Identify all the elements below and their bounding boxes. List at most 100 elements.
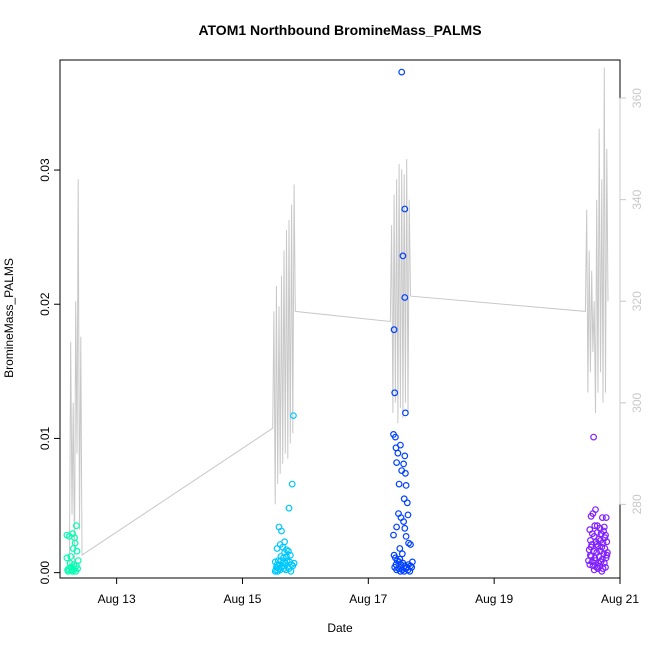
data-point	[283, 553, 290, 560]
data-point	[407, 541, 414, 548]
data-point	[392, 561, 400, 568]
data-point	[390, 326, 398, 334]
data-point	[402, 409, 409, 417]
data-point	[593, 529, 601, 536]
data-point	[290, 412, 297, 420]
plot-frame	[59, 59, 621, 579]
data-point	[587, 512, 595, 520]
x-tick-label: Aug 15	[223, 592, 261, 606]
data-point	[598, 567, 606, 575]
data-point	[73, 547, 81, 555]
data-point	[391, 389, 399, 397]
data-point	[285, 504, 293, 512]
data-point	[603, 551, 611, 559]
data-point	[408, 563, 416, 571]
data-point	[393, 523, 401, 531]
x-tick-label: Aug 17	[349, 592, 387, 606]
data-point	[398, 550, 406, 558]
data-point	[72, 522, 80, 530]
data-point	[592, 541, 600, 548]
data-point	[589, 562, 597, 570]
data-point	[286, 551, 294, 559]
data-point	[67, 553, 75, 560]
data-point	[591, 522, 599, 530]
data-point	[588, 541, 596, 548]
y-axis-label: BromineMass_PALMS	[2, 258, 16, 378]
y-tick-label: 0.02	[38, 292, 52, 316]
data-point	[390, 531, 397, 539]
data-point	[398, 68, 406, 76]
x-axis-label: Date	[327, 621, 353, 635]
data-point	[273, 561, 281, 568]
y2-tick-label: 360	[630, 88, 644, 108]
data-point	[590, 566, 598, 574]
y2-tick-label: 300	[630, 392, 644, 412]
axes: 0.00 0.01 0.02 0.03 Aug 13 Aug 15 Aug 17 Aug 19…	[38, 59, 644, 606]
y2-tick-label: 280	[630, 494, 644, 514]
data-point	[66, 559, 74, 567]
data-point	[402, 482, 410, 489]
data-point	[399, 252, 407, 260]
data-point	[397, 441, 404, 449]
data-point	[602, 531, 609, 539]
data-point	[281, 549, 289, 556]
secondary-line	[68, 67, 609, 566]
data-point	[590, 433, 597, 441]
data-point	[401, 452, 409, 460]
data-point	[278, 527, 285, 535]
x-tick-label: Aug 19	[475, 592, 513, 606]
data-point	[290, 559, 298, 567]
secondary-line-series	[68, 67, 609, 566]
x-tick-label: Aug 13	[98, 592, 136, 606]
data-point	[587, 551, 594, 559]
y-tick-label: 0.00	[38, 561, 52, 585]
x-tick-label: Aug 21	[601, 592, 639, 606]
chart-title: ATOM1 Northbound BromineMass_PALMS	[198, 22, 481, 38]
data-point	[402, 533, 410, 540]
data-point	[288, 480, 296, 488]
data-point	[396, 545, 404, 552]
data-point	[587, 543, 595, 551]
data-point	[599, 514, 606, 521]
series-3	[390, 68, 416, 575]
data-point	[586, 561, 594, 568]
data-point	[602, 514, 610, 521]
y-tick-label: 0.01	[38, 426, 52, 450]
data-point	[281, 538, 289, 546]
data-point	[271, 567, 279, 575]
scatter-points	[63, 68, 611, 575]
data-point	[406, 567, 414, 575]
y-tick-label: 0.03	[38, 158, 52, 182]
data-point	[401, 524, 409, 532]
data-point	[601, 534, 609, 542]
data-point	[600, 527, 607, 535]
data-point	[393, 459, 401, 467]
data-point	[395, 480, 403, 488]
data-point	[400, 460, 408, 468]
data-point	[71, 565, 78, 572]
data-point	[603, 538, 611, 546]
data-point	[600, 523, 608, 531]
data-point	[597, 558, 605, 566]
data-point	[277, 557, 285, 564]
series-1	[63, 522, 82, 575]
data-point	[400, 518, 408, 525]
y2-tick-label: 340	[630, 189, 644, 209]
data-point	[69, 530, 76, 538]
series-4	[585, 433, 611, 575]
data-point	[401, 205, 409, 213]
data-point	[396, 555, 404, 563]
data-point	[63, 554, 71, 562]
data-point	[602, 563, 609, 571]
data-point	[394, 449, 402, 457]
data-point	[71, 539, 79, 547]
data-point	[401, 294, 409, 301]
series-2	[271, 412, 298, 575]
data-point	[598, 543, 606, 551]
data-point	[392, 433, 399, 441]
data-point	[287, 567, 295, 575]
y2-tick-label: 320	[630, 291, 644, 311]
data-point	[403, 499, 411, 507]
data-point	[402, 469, 409, 477]
